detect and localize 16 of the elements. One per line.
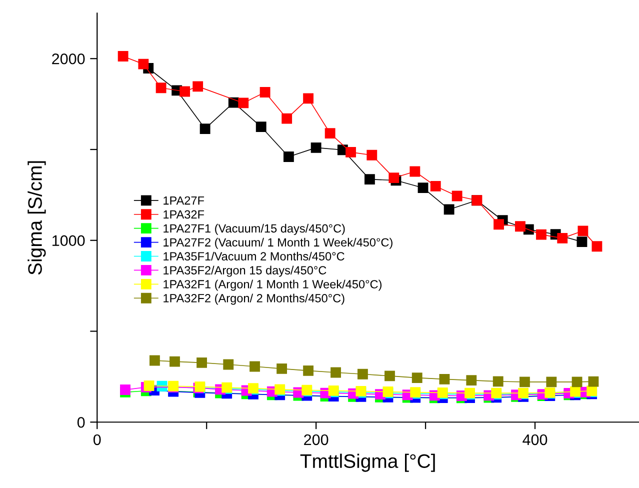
x-axis-title: TmttlSigma [°C] [300, 454, 435, 472]
legend-label: 1PA32F [164, 210, 204, 219]
legend-label: 1PA27F [164, 196, 204, 205]
y-tick-label: 0 [77, 416, 85, 428]
legend-label: 1PA35F2/Argon 15 days/450°C [164, 266, 326, 277]
y-axis-title: Sigma [S/cm] [28, 161, 46, 275]
legend-label: 1PA32F2 (Argon/ 2 Months/450°C) [164, 294, 344, 305]
legend-label: 1PA35F1/Vacuum 2 Months/450°C [164, 252, 344, 261]
y-tick-label: 2000 [52, 53, 85, 64]
y-tick-label: 1000 [52, 235, 85, 246]
x-tick-label: 200 [304, 434, 328, 446]
legend-label: 1PA27F1 (Vacuum/15 days/450°C) [164, 224, 345, 235]
x-tick-label: 0 [93, 434, 101, 446]
x-tick-label: 400 [522, 434, 548, 446]
legend-label: 1PA32F1 (Argon/ 1 Month 1 Week/450°C) [164, 280, 382, 291]
legend-label: 1PA27F2 (Vacuum/ 1 Month 1 Week/450°C) [164, 238, 392, 249]
